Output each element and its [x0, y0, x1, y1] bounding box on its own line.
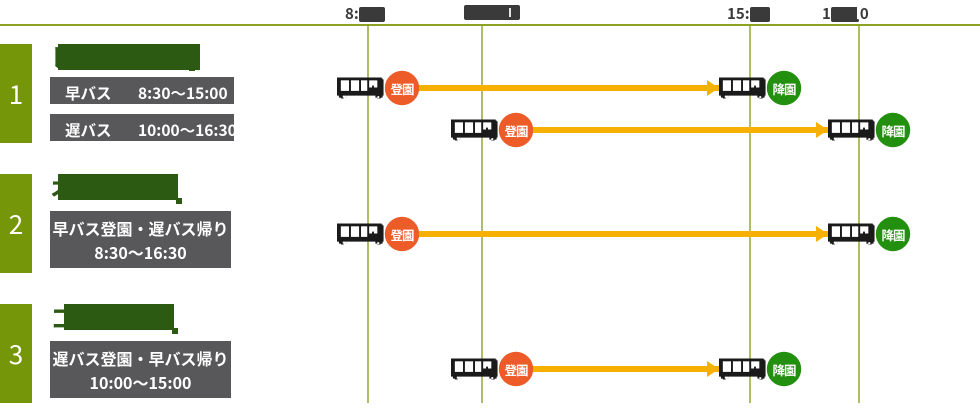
svg-text:降園: 降園: [881, 121, 905, 140]
svg-text:登園: 登園: [390, 225, 414, 244]
svg-text:登園: 登園: [504, 360, 528, 379]
svg-text:登園: 登園: [504, 121, 528, 140]
svg-text:降園: 降園: [881, 225, 905, 244]
svg-text:降園: 降園: [772, 360, 796, 379]
svg-text:降園: 降園: [772, 79, 796, 98]
svg-text:登園: 登園: [390, 79, 414, 98]
